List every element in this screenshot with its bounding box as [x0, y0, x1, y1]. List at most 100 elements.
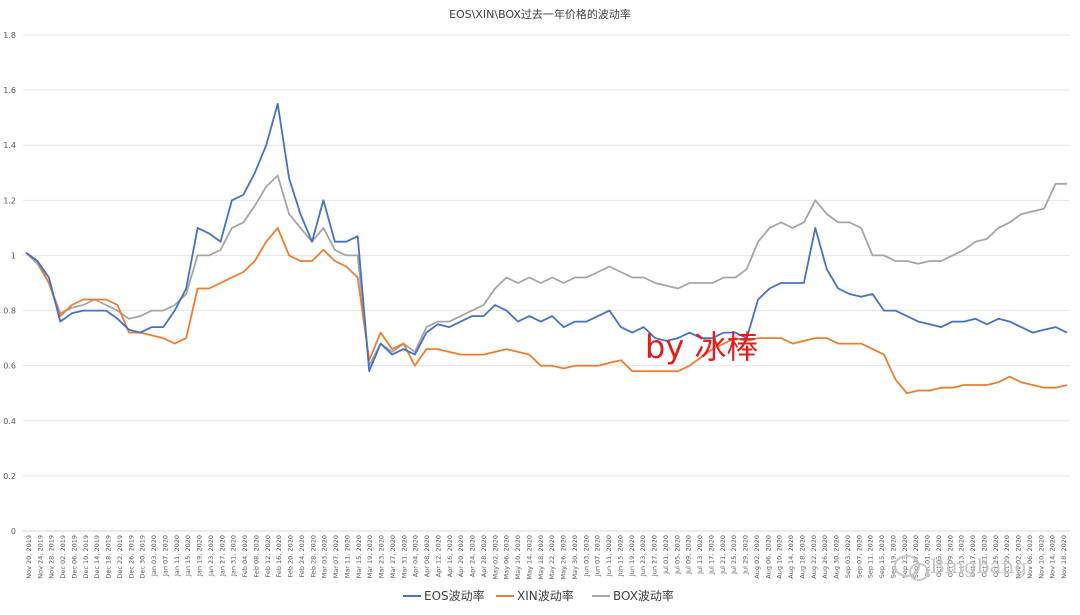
x-tick-label: Jan 27, 2020 — [218, 535, 226, 577]
x-tick-label: Feb 04, 2020 — [241, 535, 249, 578]
x-tick-label: Jun 15, 2020 — [616, 535, 624, 577]
x-tick-label: Mar 31, 2020 — [400, 535, 408, 578]
x-tick-label: Jun 07, 2020 — [594, 535, 602, 577]
x-tick-label: Jul 13, 2020 — [696, 535, 704, 575]
x-tick-label: Mar 07, 2020 — [332, 535, 340, 578]
x-tick-label: Apr 24, 2020 — [469, 535, 477, 577]
x-tick-label: Dec 02, 2019 — [59, 535, 67, 579]
y-axis-ticks: 0 0.2 0.4 0.6 0.8 1 1.2 1.4 1.6 1.8 — [3, 31, 16, 536]
logo-text: Bingbang — [930, 554, 1027, 578]
x-tick-label: Jan 15, 2020 — [184, 535, 192, 577]
x-tick-label: May 14, 2020 — [525, 535, 533, 579]
x-tick-label: Apr 08, 2020 — [423, 535, 431, 577]
x-tick-label: Oct 21, 2020 — [980, 535, 988, 577]
legend-label: XIN波动率 — [517, 588, 574, 603]
x-tick-label: Jan 03, 2020 — [150, 535, 158, 577]
x-tick-label: Nov 20, 2019 — [25, 535, 33, 579]
x-tick-label: May 26, 2020 — [560, 535, 568, 579]
x-tick-label: Aug 30, 2020 — [833, 535, 841, 579]
x-tick-label: Jun 23, 2020 — [639, 535, 647, 577]
x-tick-label: May 18, 2020 — [537, 535, 545, 579]
x-tick-label: Apr 12, 2020 — [434, 535, 442, 577]
series-lines — [25, 103, 1068, 395]
legend-label: BOX波动率 — [613, 588, 674, 603]
x-tick-label: Nov 10, 2020 — [1037, 535, 1045, 579]
x-tick-label: Feb 28, 2020 — [309, 535, 317, 578]
x-tick-label: Mar 19, 2020 — [366, 535, 374, 578]
x-tick-label: Jan 19, 2020 — [196, 535, 204, 577]
x-tick-label: Mar 23, 2020 — [378, 535, 386, 578]
x-tick-label: Feb 16, 2020 — [275, 535, 283, 578]
x-tick-label: Jul 21, 2020 — [719, 535, 727, 575]
x-tick-label: Feb 12, 2020 — [264, 535, 272, 578]
y-tick-label: 1.6 — [3, 86, 16, 95]
y-tick-label: 0.8 — [3, 307, 16, 316]
x-tick-label: Dec 22, 2019 — [116, 535, 124, 579]
x-tick-label: May 06, 2020 — [503, 535, 511, 579]
x-tick-label: Jul 25, 2020 — [730, 535, 738, 575]
y-tick-label: 0.2 — [3, 472, 16, 481]
x-tick-label: Jan 07, 2020 — [161, 535, 169, 577]
x-tick-label: Jul 01, 2020 — [662, 535, 670, 575]
x-tick-label: Mar 27, 2020 — [389, 535, 397, 578]
x-tick-label: Sep 19, 2020 — [889, 535, 897, 578]
x-tick-label: Jul 05, 2020 — [673, 535, 681, 575]
x-tick-label: Jan 11, 2020 — [173, 535, 181, 577]
x-tick-label: Sep 15, 2020 — [878, 535, 886, 578]
x-tick-label: Jun 19, 2020 — [628, 535, 636, 577]
x-tick-label: May 30, 2020 — [571, 535, 579, 579]
x-tick-label: Nov 24, 2019 — [36, 535, 44, 579]
logo: Bingbang — [894, 554, 1027, 581]
x-tick-label: Apr 16, 2020 — [446, 535, 454, 577]
legend-label: EOS波动率 — [424, 588, 485, 603]
y-tick-label: 1.4 — [3, 141, 16, 150]
x-tick-label: Mar 15, 2020 — [355, 535, 363, 578]
x-tick-label: Nov 28, 2019 — [48, 535, 56, 579]
watermark-text: by 冰棒 — [645, 328, 758, 366]
x-tick-label: Sep 03, 2020 — [844, 535, 852, 578]
x-tick-label: Oct 05, 2020 — [935, 535, 943, 577]
x-tick-label: Dec 18, 2019 — [105, 535, 113, 579]
x-tick-label: Aug 10, 2020 — [776, 535, 784, 579]
x-tick-label: Jun 27, 2020 — [651, 535, 659, 577]
x-tick-label: May 10, 2020 — [514, 535, 522, 579]
y-tick-label: 1.2 — [3, 196, 16, 205]
x-tick-label: Feb 20, 2020 — [287, 535, 295, 578]
x-tick-label: Aug 26, 2020 — [821, 535, 829, 579]
x-tick-label: May 22, 2020 — [548, 535, 556, 579]
x-tick-label: Feb 24, 2020 — [298, 535, 306, 578]
x-tick-label: Oct 01, 2020 — [924, 535, 932, 577]
x-tick-label: Jul 29, 2020 — [742, 535, 750, 575]
x-tick-label: Sep 11, 2020 — [867, 535, 875, 578]
chart-title: EOS\XIN\BOX过去一年价格的波动率 — [449, 7, 631, 21]
x-tick-label: Nov 02, 2020 — [1015, 535, 1023, 579]
x-tick-label: Feb 08, 2020 — [252, 535, 260, 578]
x-tick-label: Oct 25, 2020 — [992, 535, 1000, 577]
x-tick-label: Apr 28, 2020 — [480, 535, 488, 577]
x-tick-label: Dec 10, 2019 — [82, 535, 90, 579]
x-tick-label: Sep 07, 2020 — [855, 535, 863, 578]
series-line-eos — [25, 103, 1068, 373]
x-tick-label: Jul 17, 2020 — [707, 535, 715, 575]
x-tick-label: Jun 03, 2020 — [582, 535, 590, 577]
x-tick-label: Apr 04, 2020 — [412, 535, 420, 577]
x-tick-label: Mar 11, 2020 — [343, 535, 351, 578]
y-tick-label: 0.4 — [3, 417, 16, 426]
y-tick-label: 1 — [11, 251, 16, 260]
y-tick-label: 0.6 — [3, 362, 16, 371]
x-tick-label: Dec 30, 2019 — [139, 535, 147, 579]
x-tick-label: Dec 14, 2019 — [93, 535, 101, 579]
x-tick-label: Jan 23, 2020 — [207, 535, 215, 577]
x-tick-label: Aug 14, 2020 — [787, 535, 795, 579]
x-tick-label: Oct 17, 2020 — [969, 535, 977, 577]
x-tick-label: May 02, 2020 — [491, 535, 499, 579]
wechat-icon — [894, 555, 929, 581]
x-tick-label: Oct 29, 2020 — [1003, 535, 1011, 577]
legend: EOS波动率 XIN波动率 BOX波动率 — [403, 588, 674, 603]
series-line-box — [25, 174, 1067, 367]
x-tick-label: Aug 18, 2020 — [798, 535, 806, 579]
x-tick-label: Aug 02, 2020 — [753, 535, 761, 579]
x-tick-label: Sep 27, 2020 — [912, 535, 920, 578]
